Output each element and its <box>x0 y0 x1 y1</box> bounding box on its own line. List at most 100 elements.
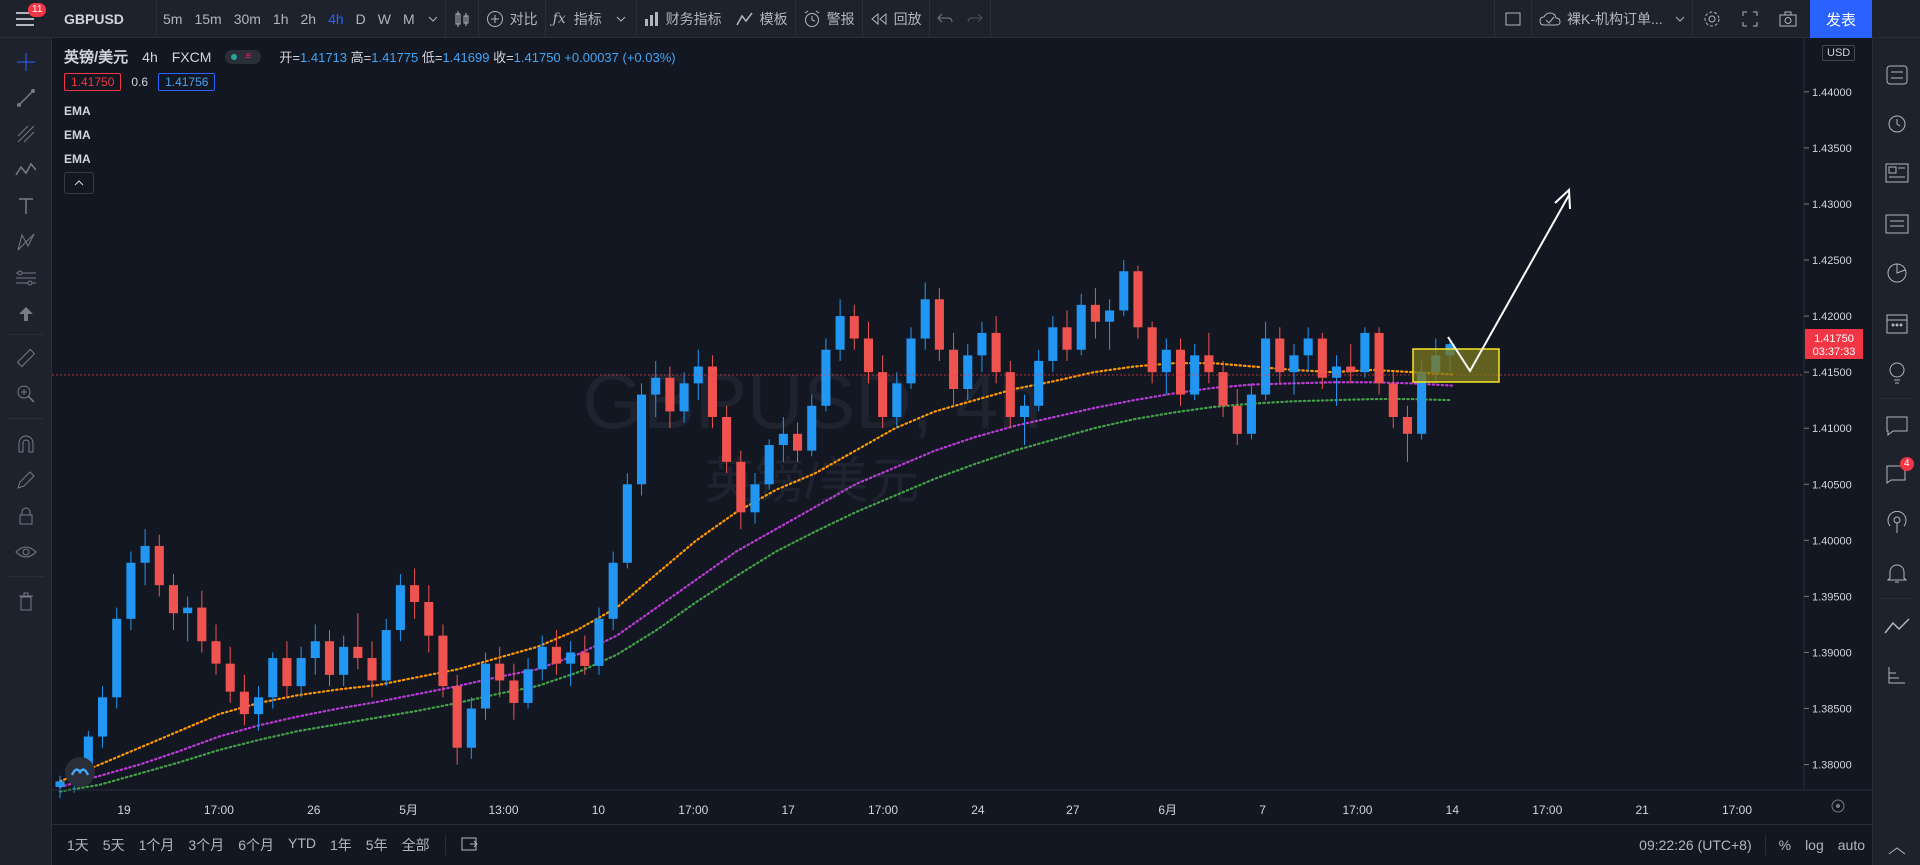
indicator-ema-2[interactable]: EMA <box>64 128 91 142</box>
pattern-tool[interactable] <box>13 157 39 183</box>
percent-scale-button[interactable]: % <box>1778 837 1792 853</box>
price-chart[interactable]: GBPUSD, 4h 英镑/美元 1.440001.435001.430001.… <box>52 38 1872 824</box>
templates-button[interactable]: 模板 <box>729 0 795 38</box>
interval-D[interactable]: D <box>355 10 366 27</box>
candle-body <box>381 630 391 681</box>
legend-symbol-name[interactable]: 英镑/美元 <box>64 49 129 66</box>
indicators-button[interactable]: ƒx 指标 <box>546 0 636 38</box>
range-8[interactable]: 全部 <box>401 837 430 853</box>
text-tool[interactable] <box>13 193 39 219</box>
sell-price[interactable]: 1.41750 <box>64 73 122 91</box>
interval-dropdown-button[interactable] <box>421 0 445 38</box>
crosshair-tool[interactable] <box>13 49 39 75</box>
price-axis[interactable]: 1.44000 1.43500 1.43000 1.42500 1.42000 1.415… <box>1804 87 1852 772</box>
compare-button[interactable]: 对比 <box>479 0 545 38</box>
ideas-button[interactable] <box>1884 360 1910 386</box>
auto-scale-button[interactable]: auto <box>1837 837 1865 853</box>
redo-button[interactable] <box>960 0 990 38</box>
alerts-panel-button[interactable] <box>1884 110 1910 136</box>
zoom-tool[interactable] <box>13 381 39 407</box>
candle-body <box>566 652 576 664</box>
buy-price[interactable]: 1.41756 <box>158 73 216 91</box>
remove-drawings-tool[interactable] <box>13 589 39 615</box>
interval-W[interactable]: W <box>377 10 391 27</box>
watchlist-button[interactable] <box>1884 62 1910 88</box>
main-menu-button[interactable]: 11 <box>0 0 52 38</box>
hide-drawings-tool[interactable] <box>13 539 39 565</box>
interval-4h[interactable]: 4h <box>328 10 344 27</box>
range-3[interactable]: 3个月 <box>188 837 225 853</box>
trading-panel-button[interactable] <box>1884 613 1910 639</box>
range-7[interactable]: 5年 <box>365 837 388 853</box>
range-2[interactable]: 1个月 <box>138 837 175 853</box>
interval-M[interactable]: M <box>403 10 415 27</box>
candle-body <box>480 663 491 709</box>
trendline-tool[interactable] <box>13 85 39 111</box>
fullscreen-button[interactable] <box>1731 0 1769 38</box>
measure-tool[interactable] <box>13 345 39 371</box>
chart-type-button[interactable] <box>446 0 478 38</box>
fib-tool[interactable] <box>13 121 39 147</box>
calendar-button[interactable] <box>1884 310 1910 336</box>
time-tick-label: 7 <box>1259 803 1266 817</box>
pattern-xabcd-tool[interactable] <box>13 229 39 255</box>
alerts-bell-button[interactable] <box>1884 560 1910 586</box>
candle-body <box>1161 349 1171 373</box>
prediction-tool[interactable] <box>13 265 39 291</box>
square-icon <box>1505 12 1521 26</box>
icon-tool[interactable] <box>13 301 39 327</box>
interval-1h[interactable]: 1h <box>272 10 289 27</box>
candle-body <box>268 658 278 698</box>
object-tree-button[interactable] <box>1884 663 1910 689</box>
interval-5m[interactable]: 5m <box>163 10 183 27</box>
range-list: 1天 5天 1个月 3个月 6个月 YTD 1年 5年 全部 <box>60 835 437 855</box>
currency-label[interactable]: USD <box>1822 45 1856 61</box>
magnet-tool[interactable] <box>13 431 39 457</box>
spread: 0.6 <box>131 75 149 89</box>
indicator-ema-1[interactable]: EMA <box>64 104 91 118</box>
goto-date-button[interactable] <box>454 836 486 855</box>
replay-button[interactable]: 回放 <box>863 0 929 38</box>
price-tick-label: 1.44000 <box>1812 87 1852 99</box>
panel-collapse-button[interactable] <box>1884 838 1910 864</box>
candle-body <box>310 641 320 659</box>
market-status-toggle[interactable]: ≡ <box>225 49 262 64</box>
publish-button[interactable]: 发表 <box>1810 0 1872 38</box>
time-tick-label: 17:00 <box>204 803 234 817</box>
interval-15m[interactable]: 15m <box>194 10 222 27</box>
settings-button[interactable] <box>1693 0 1731 38</box>
layout-select-button[interactable] <box>1495 0 1531 38</box>
hotlist-button[interactable] <box>1884 260 1910 286</box>
chats-button[interactable] <box>1884 413 1910 439</box>
alert-button[interactable]: 警报 <box>796 0 862 38</box>
time-axis[interactable]: 19 17:00 26 5月 13:00 10 17:00 17 17:00 24 27 6月 7 17:… <box>117 803 1752 817</box>
news-button[interactable] <box>1884 160 1910 186</box>
range-6[interactable]: 1年 <box>329 837 352 853</box>
chart-settings-button[interactable] <box>1831 799 1845 813</box>
log-scale-button[interactable]: log <box>1805 837 1824 853</box>
symbol-search[interactable]: GBPUSD <box>64 10 124 27</box>
layout-name-button[interactable]: 裸K-机构订单... <box>1532 0 1692 38</box>
undo-button[interactable] <box>930 0 960 38</box>
target-zone[interactable] <box>1412 348 1500 383</box>
collapse-legend-button[interactable] <box>64 172 94 194</box>
interval-30m[interactable]: 30m <box>233 10 261 27</box>
range-0[interactable]: 1天 <box>67 837 89 853</box>
indicator-ema-3[interactable]: EMA <box>64 152 91 166</box>
notifications-button[interactable]: 4 <box>1884 457 1914 486</box>
lock-all-tool[interactable] <box>13 503 39 529</box>
projection-arrow[interactable] <box>1447 194 1570 373</box>
data-window-icon <box>1885 214 1909 234</box>
candle-body <box>1232 405 1242 434</box>
streams-button[interactable] <box>1884 510 1910 536</box>
screenshot-button[interactable] <box>1769 0 1807 38</box>
financials-button[interactable]: 财务指标 <box>637 0 729 38</box>
interval-2h[interactable]: 2h <box>300 10 317 27</box>
list-icon <box>1886 65 1908 85</box>
lock-drawing-tool[interactable] <box>13 467 39 493</box>
clock[interactable]: 09:22:26 (UTC+8) <box>1639 837 1752 853</box>
data-window-button[interactable] <box>1884 210 1910 236</box>
range-4[interactable]: 6个月 <box>238 837 274 853</box>
range-5[interactable]: YTD <box>287 835 316 851</box>
range-1[interactable]: 5天 <box>102 837 125 853</box>
